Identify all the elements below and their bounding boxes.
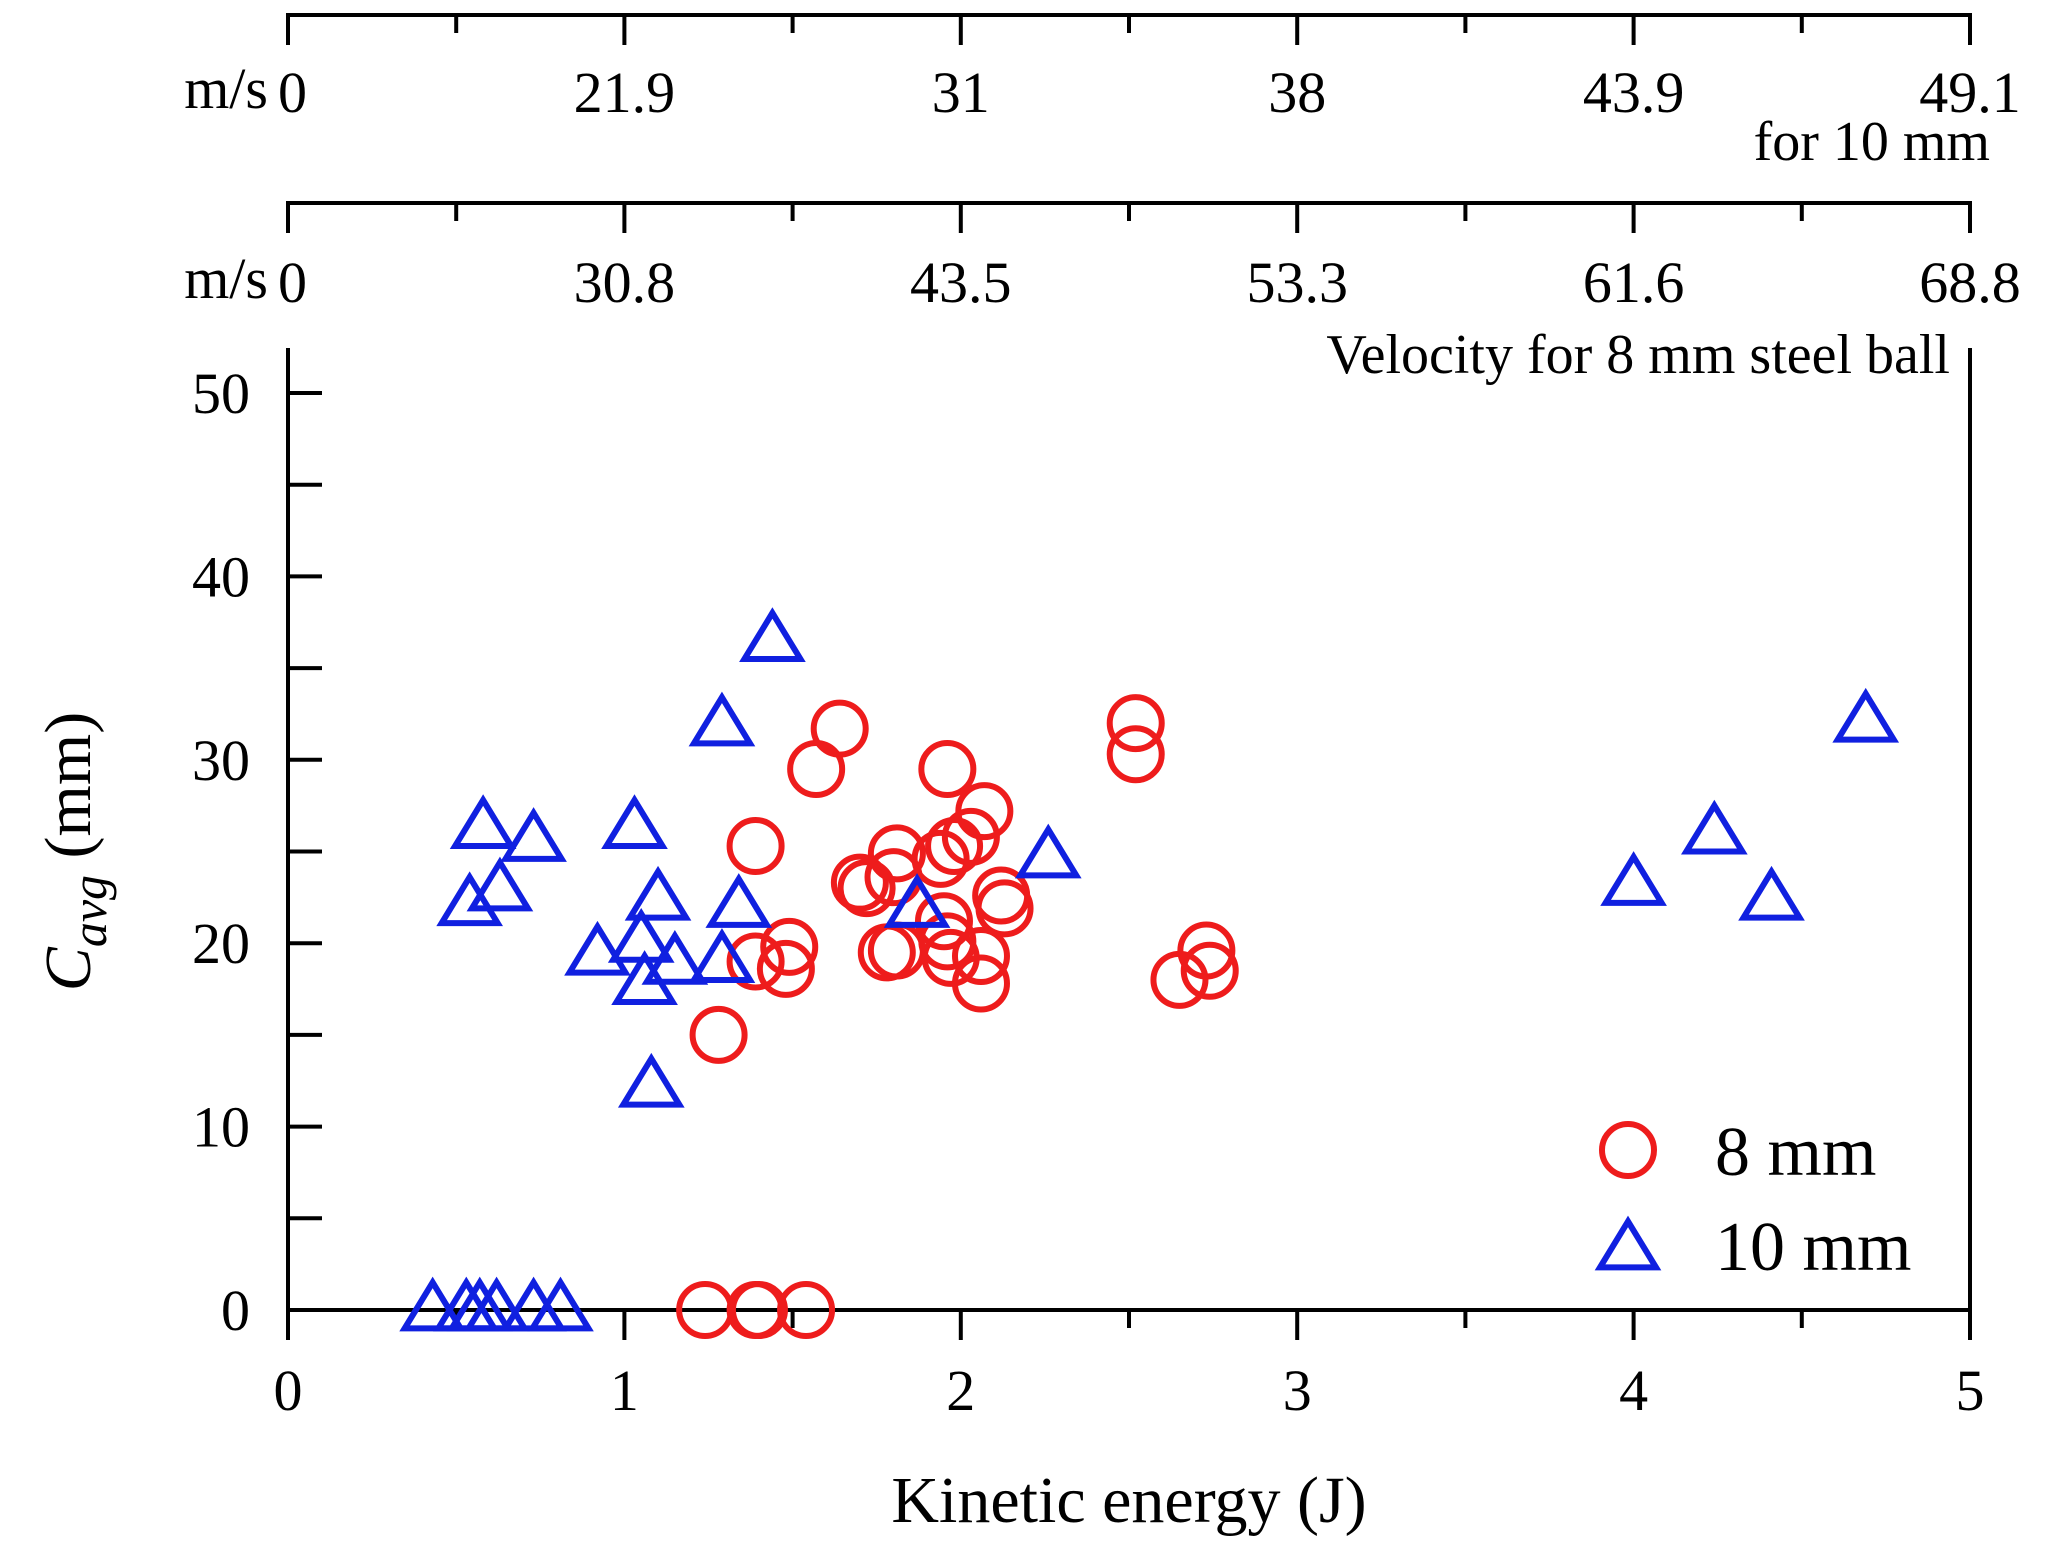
y-axis-title-symbol: C <box>32 946 105 991</box>
data-point-circle <box>830 853 889 912</box>
y-axis-title-unit: (mm) <box>32 712 105 875</box>
x-tick-label: 0 <box>274 1358 303 1423</box>
legend-item: 10 mm <box>1594 1209 1911 1286</box>
data-point-triangle <box>688 928 756 983</box>
velocity-axis-caption: for 10 mm <box>1754 111 1990 173</box>
velocity-10mm-axis: 0 21.9 31 38 43.9 49.1 m/s for 10 mm <box>184 13 2021 173</box>
velocity-tick-label: 43.9 <box>1583 60 1685 125</box>
data-point-triangle <box>466 856 534 912</box>
data-point-circle <box>760 917 819 976</box>
legend-label: 10 mm <box>1715 1209 1911 1286</box>
data-point-circle <box>975 879 1034 938</box>
data-point-triangle <box>564 920 631 976</box>
data-point-circle <box>914 892 973 951</box>
data-point-circle <box>1106 725 1165 784</box>
velocity-tick-label: 61.6 <box>1583 250 1685 315</box>
data-point-circle <box>1180 941 1239 1000</box>
data-point-triangle <box>500 807 567 862</box>
x-tick-label: 1 <box>610 1358 639 1423</box>
velocity-unit-label: m/s <box>184 56 268 121</box>
data-point-circle <box>837 859 896 918</box>
data-point-triangle <box>739 607 806 662</box>
legend-marker-triangle <box>1594 1215 1662 1271</box>
data-point-circle <box>951 954 1010 1013</box>
data-point-triangle <box>436 871 503 927</box>
data-point-triangle <box>641 930 709 985</box>
data-point-circle <box>911 829 970 888</box>
y-tick-label: 0 <box>221 1278 250 1343</box>
data-points <box>399 607 1900 1339</box>
legend: 8 mm 10 mm <box>1594 1114 1911 1286</box>
velocity-tick-label: 21.9 <box>574 60 676 125</box>
x-axis-title: Kinetic energy (J) <box>891 1464 1366 1537</box>
velocity-axes: 0 21.9 31 38 43.9 49.1 m/s for 10 mm 0 30.8 43.5 53… <box>184 13 2021 386</box>
velocity-axis-caption: Velocity for 8 mm steel ball <box>1326 324 1950 386</box>
data-point-triangle <box>617 1052 685 1108</box>
data-point-triangle <box>1014 823 1082 879</box>
data-point-triangle <box>399 1276 466 1332</box>
data-point-circle <box>1150 950 1209 1009</box>
data-point-triangle <box>1832 687 1900 743</box>
data-point-circle <box>951 927 1010 986</box>
legend-marker-circle <box>1599 1121 1657 1179</box>
data-point-triangle <box>1738 865 1805 921</box>
data-point-triangle <box>1600 851 1667 906</box>
series-8-mm <box>676 694 1239 1339</box>
y-tick-label: 20 <box>192 911 250 976</box>
velocity-8mm-axis: 0 30.8 43.5 53.3 61.6 68.8 m/s Velocity for 8 m… <box>184 201 2021 386</box>
data-point-circle <box>867 824 926 883</box>
y-axis-title: Cavg (mm) <box>32 712 117 991</box>
data-point-triangle <box>601 794 668 850</box>
velocity-tick-label: 31 <box>932 60 990 125</box>
data-point-triangle <box>705 873 773 928</box>
y-tick-label: 50 <box>192 361 250 426</box>
velocity-tick-label: 53.3 <box>1246 250 1348 315</box>
data-point-triangle <box>883 873 951 928</box>
data-point-circle <box>955 782 1014 841</box>
y-tick-label: 10 <box>192 1095 250 1160</box>
data-point-triangle <box>449 794 517 850</box>
x-tick-label: 3 <box>1283 1358 1312 1423</box>
data-point-circle <box>756 939 815 998</box>
data-point-circle <box>689 1005 748 1064</box>
x-tick-label: 4 <box>1619 1358 1648 1423</box>
legend-label: 8 mm <box>1715 1114 1876 1191</box>
data-point-circle <box>1106 694 1165 753</box>
data-point-circle <box>1177 921 1236 980</box>
velocity-tick-label: 43.5 <box>910 250 1012 315</box>
y-axis-title-subscript: avg <box>61 875 117 947</box>
data-point-circle <box>726 932 785 991</box>
data-point-circle <box>810 699 869 758</box>
legend-item: 8 mm <box>1599 1114 1876 1191</box>
velocity-tick-label: 38 <box>1268 60 1326 125</box>
data-point-triangle <box>463 1276 530 1332</box>
y-tick-label: 30 <box>192 728 250 793</box>
velocity-tick-label: 30.8 <box>574 250 676 315</box>
velocity-unit-label: m/s <box>184 246 268 311</box>
data-point-circle <box>787 739 846 798</box>
x-tick-label: 5 <box>1956 1358 1985 1423</box>
velocity-tick-label: 0 <box>278 250 307 315</box>
y-tick-label: 40 <box>192 544 250 609</box>
velocity-tick-label: 0 <box>278 60 307 125</box>
data-point-circle <box>729 1281 788 1339</box>
data-point-circle <box>726 816 785 875</box>
x-tick-label: 2 <box>946 1358 975 1423</box>
data-point-triangle <box>1680 799 1748 855</box>
data-point-triangle <box>527 1276 594 1332</box>
data-point-triangle <box>607 907 675 963</box>
data-point-circle <box>777 1281 836 1339</box>
series-10-mm <box>399 607 1900 1332</box>
velocity-tick-label: 68.8 <box>1919 250 2021 315</box>
data-point-circle <box>918 739 977 798</box>
velocity-tick-label: 49.1 <box>1919 60 2021 125</box>
data-point-triangle <box>688 691 756 747</box>
data-point-triangle <box>624 865 692 921</box>
